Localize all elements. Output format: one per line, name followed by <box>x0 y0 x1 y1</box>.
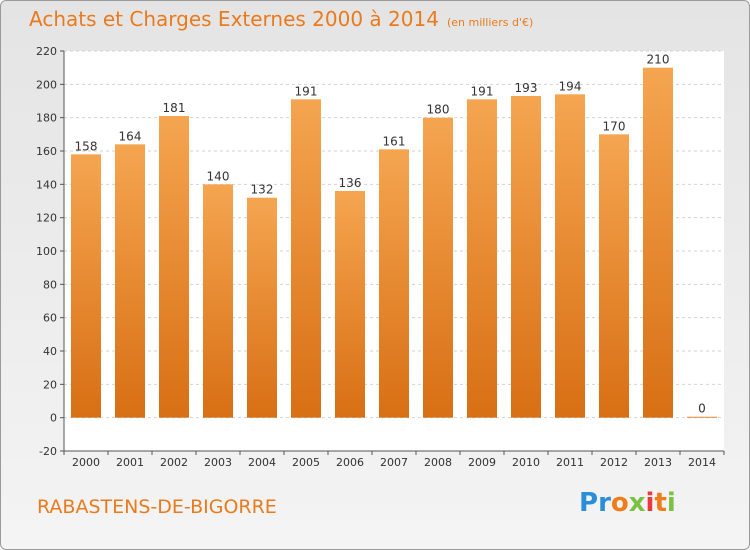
bar-2002 <box>159 116 189 418</box>
logo-letter: t <box>654 488 667 518</box>
bar-2006 <box>335 191 365 418</box>
y-tick-label: 140 <box>36 178 57 191</box>
y-tick-label: 40 <box>43 345 57 358</box>
x-tick-label-2004: 2004 <box>248 456 276 469</box>
x-tick-label-2008: 2008 <box>424 456 452 469</box>
bar-2004 <box>247 197 277 418</box>
y-tick-label: 200 <box>36 78 57 91</box>
x-tick-label-2013: 2013 <box>644 456 672 469</box>
y-tick-label: 0 <box>50 412 57 425</box>
proxiti-logo: Proxiti <box>579 488 676 518</box>
y-tick-label: 220 <box>36 45 57 58</box>
bar-2014 <box>687 416 717 418</box>
x-tick-label-2009: 2009 <box>468 456 496 469</box>
chart-subtitle: (en milliers d'€) <box>446 16 534 29</box>
data-label-2003: 140 <box>207 169 230 183</box>
bar-2001 <box>115 144 145 418</box>
bar-2003 <box>203 184 233 418</box>
x-tick-label-2012: 2012 <box>600 456 628 469</box>
data-labels: 158 164 181 140 132 191 136 161 180 191 193 194 170 2… <box>75 53 706 416</box>
bar-2000 <box>71 154 101 418</box>
data-label-2014: 0 <box>698 402 706 416</box>
logo-letter: P <box>579 488 599 518</box>
y-tick-label: 180 <box>36 112 57 125</box>
bar-2012 <box>599 134 629 418</box>
y-tick-label: 20 <box>43 378 57 391</box>
data-label-2008: 180 <box>427 103 450 117</box>
data-label-2013: 210 <box>647 53 670 67</box>
y-tick-label: -20 <box>39 445 57 458</box>
data-label-2006: 136 <box>339 176 362 190</box>
x-tick-label-2000: 2000 <box>72 456 100 469</box>
x-tick-label-2011: 2011 <box>556 456 584 469</box>
x-tick-label-2001: 2001 <box>116 456 144 469</box>
x-tick-label-2014: 2014 <box>688 456 716 469</box>
logo-letter: i <box>666 488 676 518</box>
data-label-2010: 193 <box>515 81 538 95</box>
data-label-2000: 158 <box>75 139 98 153</box>
x-tick-label-2005: 2005 <box>292 456 320 469</box>
bar-2009 <box>467 99 497 418</box>
logo-letter: r <box>598 488 611 518</box>
chart-title-text: Achats et Charges Externes 2000 à 2014 <box>29 7 439 31</box>
x-tick-label-2003: 2003 <box>204 456 232 469</box>
data-label-2002: 181 <box>163 101 186 115</box>
y-tick-label: 120 <box>36 212 57 225</box>
y-tick-label: 160 <box>36 145 57 158</box>
x-tick-label-2007: 2007 <box>380 456 408 469</box>
bar-2007 <box>379 149 409 418</box>
data-label-2011: 194 <box>559 79 582 93</box>
bar-2005 <box>291 99 321 418</box>
data-label-2004: 132 <box>251 183 274 197</box>
bars <box>71 67 717 418</box>
y-tick-label: 100 <box>36 245 57 258</box>
logo-letter: o <box>610 488 629 518</box>
bar-2010 <box>511 96 541 418</box>
bar-2011 <box>555 94 585 418</box>
y-tick-label: 60 <box>43 312 57 325</box>
x-tick-label-2006: 2006 <box>336 456 364 469</box>
data-label-2012: 170 <box>603 119 626 133</box>
y-axis-ticks: -20 0 20 40 60 80 100 120 140 160 180 200 220 <box>36 45 64 458</box>
logo-letter: x <box>628 488 646 518</box>
x-tick-label-2002: 2002 <box>160 456 188 469</box>
data-label-2001: 164 <box>119 129 142 143</box>
town-name: RABASTENS-DE-BIGORRE <box>37 496 277 518</box>
data-label-2007: 161 <box>383 134 406 148</box>
y-tick-label: 80 <box>43 278 57 291</box>
x-axis-ticks: 2000 2001 2002 2003 2004 2005 2006 2007 2008 2009… <box>63 451 725 469</box>
data-label-2005: 191 <box>295 84 318 98</box>
data-label-2009: 191 <box>471 84 494 98</box>
bar-2008 <box>423 117 453 418</box>
bar-2013 <box>643 67 673 418</box>
x-tick-label-2010: 2010 <box>512 456 540 469</box>
chart-title: Achats et Charges Externes 2000 à 2014 (e… <box>29 7 533 31</box>
logo-letter: i <box>645 488 655 518</box>
